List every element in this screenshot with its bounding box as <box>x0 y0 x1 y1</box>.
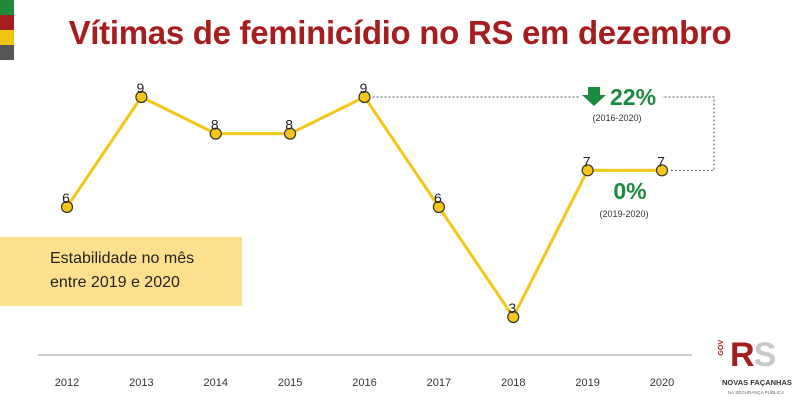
data-label-2020: 7 <box>657 153 665 169</box>
data-point-2013 <box>135 90 148 104</box>
annotation-value-2019-2020: 0% <box>613 178 646 204</box>
logo-letter-s: S <box>753 336 777 374</box>
logo-subtitle: NA SEGURANÇA PÚBLICA <box>728 390 785 395</box>
annotation-period-2019-2020: (2019-2020) <box>599 209 648 219</box>
x-tick-label-2020: 2020 <box>650 377 674 389</box>
flag-stripe-gray <box>0 45 14 60</box>
data-label-2012: 6 <box>62 190 70 206</box>
x-tick-label-2012: 2012 <box>55 377 79 389</box>
logo-gov-label: GOV <box>718 340 725 356</box>
logo-rs-mark: RS <box>730 336 777 375</box>
x-tick-label-2019: 2019 <box>575 377 599 389</box>
data-point-2017 <box>432 200 445 214</box>
logo-letter-r: R <box>730 336 755 374</box>
flag-stripe-yellow <box>0 30 14 45</box>
data-point-2019 <box>581 164 594 177</box>
data-point-2018 <box>507 310 520 324</box>
chart-title: Vítimas de feminicídio no RS em dezembro <box>68 14 732 51</box>
data-label-2015: 8 <box>285 117 293 133</box>
data-label-2014: 8 <box>211 117 219 133</box>
data-point-2016 <box>358 90 371 104</box>
x-tick-label-2018: 2018 <box>501 377 525 389</box>
data-point-2015 <box>284 127 297 140</box>
rs-government-logo: GOV RS NOVAS FAÇANHAS NA SEGURANÇA PÚBLI… <box>718 336 792 406</box>
flag-color-strip <box>0 0 14 60</box>
x-tick-label-2013: 2013 <box>129 377 153 389</box>
x-tick-label-2016: 2016 <box>352 377 376 389</box>
data-label-2017: 6 <box>434 190 442 206</box>
annotation-value-2016-2020: 22% <box>610 84 656 110</box>
down-arrow-icon <box>582 87 606 106</box>
stability-note-box: Estabilidade no mês entre 2019 e 2020 <box>0 237 242 306</box>
data-point-2012 <box>60 200 74 214</box>
annotation-period-2016-2020: (2016-2020) <box>592 113 641 123</box>
logo-name: NOVAS FAÇANHAS <box>722 378 792 387</box>
data-point-2014 <box>209 127 222 140</box>
data-label-2013: 9 <box>136 80 144 96</box>
data-point-2020 <box>655 164 669 177</box>
flag-stripe-green <box>0 0 14 15</box>
note-line-2: entre 2019 e 2020 <box>50 274 180 291</box>
x-tick-label-2014: 2014 <box>204 377 228 389</box>
comparison-bracket <box>372 96 715 171</box>
x-tick-label-2015: 2015 <box>278 377 302 389</box>
flag-stripe-red <box>0 15 14 30</box>
data-label-2019: 7 <box>583 153 591 169</box>
data-label-2018: 3 <box>508 300 516 316</box>
data-label-2016: 9 <box>360 80 368 96</box>
note-line-1: Estabilidade no mês <box>50 250 195 267</box>
x-tick-label-2017: 2017 <box>427 377 451 389</box>
